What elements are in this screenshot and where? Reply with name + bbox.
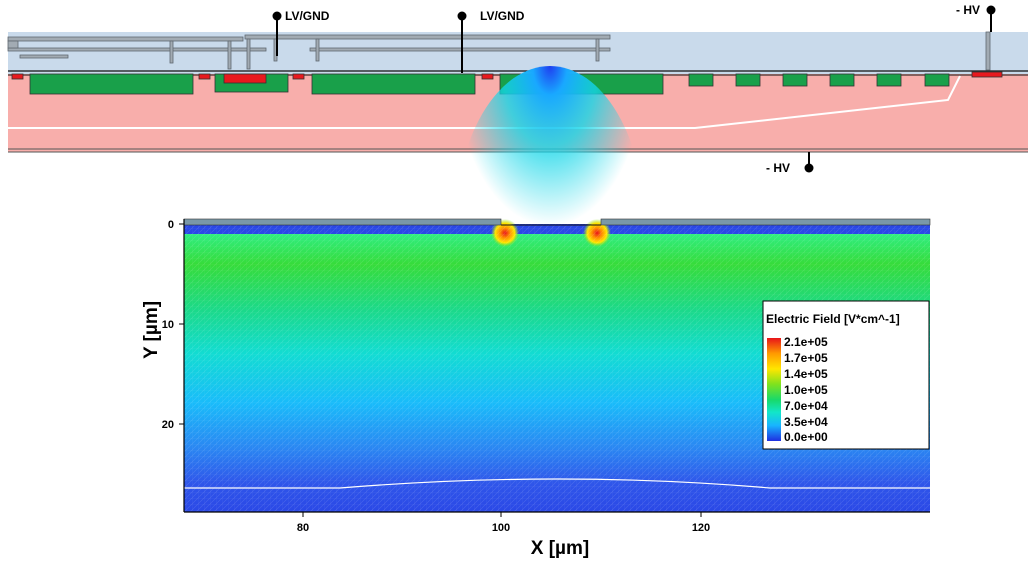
metal-interconnects [7,31,991,71]
legend-title: Electric Field [V*cm^-1] [766,312,900,326]
y-tick-label: 0 [168,219,174,231]
legend-entry: 7.0e+04 [784,399,828,413]
terminal-dot [272,11,282,21]
y-tick-label: 20 [162,419,174,431]
terminal-dot [804,163,814,173]
terminal-hv-top: - HV [956,3,996,32]
terminal-label: - HV [766,161,790,175]
x-tick-label: 120 [692,522,710,534]
x-tick-label: 80 [297,522,309,534]
terminal-lv-gnd-1: LV/GND [272,9,330,56]
legend: Electric Field [V*cm^-1] 2.1e+05 1.7e+05… [762,300,930,450]
legend-entry: 1.4e+05 [784,367,828,381]
oxide-strip-left [183,218,502,226]
terminal-label: LV/GND [285,9,330,23]
terminal-dot [986,5,996,15]
terminal-label: LV/GND [480,9,525,23]
legend-colorbar [767,338,781,441]
x-ticks [302,512,702,517]
depletion-edge [184,478,930,489]
x-axis-label: X [µm] [531,538,589,559]
legend-entry: 0.0e+00 [784,430,828,444]
x-tick-label: 100 [492,522,510,534]
y-ticks [179,223,184,425]
legend-entry: 1.7e+05 [784,351,828,365]
contacts [11,71,1003,84]
legend-entry: 3.5e+04 [784,415,828,429]
terminal-lv-gnd-2: LV/GND [457,9,525,73]
depletion-boundary [8,75,961,129]
y-axis-label: Y [µm] [141,301,162,359]
legend-entry: 1.0e+05 [784,383,828,397]
terminal-label: - HV [956,3,980,17]
terminal-hv-bottom: - HV [766,152,814,175]
field-plot: 80 100 120 0 10 20 X [µm] Y [µm] Electri… [141,66,931,559]
legend-box [762,300,930,450]
oxide-strip-right [600,218,931,226]
y-tick-label: 10 [162,319,174,331]
legend-entry: 2.1e+05 [784,335,828,349]
terminal-dot [457,11,467,21]
